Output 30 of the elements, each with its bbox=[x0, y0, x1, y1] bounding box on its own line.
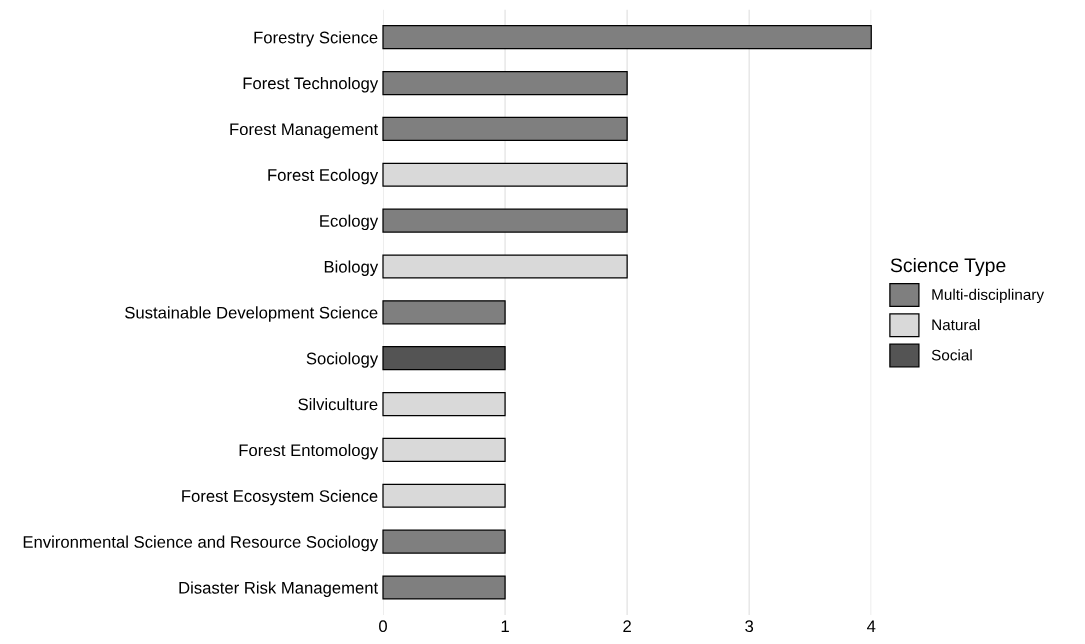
y-tick-label: Sustainable Development Science bbox=[125, 306, 378, 322]
legend-label: Natural bbox=[932, 319, 980, 331]
y-tick-label: Forest Ecology bbox=[268, 168, 379, 185]
y-tick-label: Environmental Science and Resource Sociology bbox=[23, 535, 379, 552]
y-tick-label: Forest Entomology bbox=[239, 443, 379, 460]
y-tick-label: Sociology bbox=[306, 352, 379, 368]
x-tick-label: 0 bbox=[379, 620, 387, 633]
y-tick-label: Forest Management bbox=[230, 123, 379, 139]
bar bbox=[382, 529, 506, 554]
bar bbox=[382, 346, 506, 371]
legend-title: Science Type bbox=[890, 257, 1006, 277]
y-tick-label: Forestry Science bbox=[254, 31, 378, 47]
legend-label: Social bbox=[931, 349, 972, 361]
bar bbox=[382, 70, 628, 96]
x-tick-label: 3 bbox=[745, 620, 754, 633]
y-tick-label: Disaster Risk Management bbox=[179, 581, 379, 597]
y-tick-label: Biology bbox=[324, 260, 379, 276]
legend-label: Multi-disciplinary bbox=[932, 288, 1045, 304]
bar bbox=[382, 575, 506, 600]
bar bbox=[382, 208, 628, 233]
x-tick-label: 2 bbox=[623, 620, 631, 632]
y-tick-label: Silviculture bbox=[298, 398, 378, 411]
bar bbox=[382, 300, 506, 325]
x-tick-label: 1 bbox=[501, 620, 509, 632]
y-tick-label: Ecology bbox=[320, 214, 379, 231]
bar bbox=[382, 25, 872, 50]
bar bbox=[382, 116, 628, 141]
x-tick-label: 4 bbox=[867, 620, 876, 632]
y-tick-label: Forest Technology bbox=[243, 77, 379, 93]
y-tick-label: Forest Ecosystem Science bbox=[182, 489, 378, 506]
